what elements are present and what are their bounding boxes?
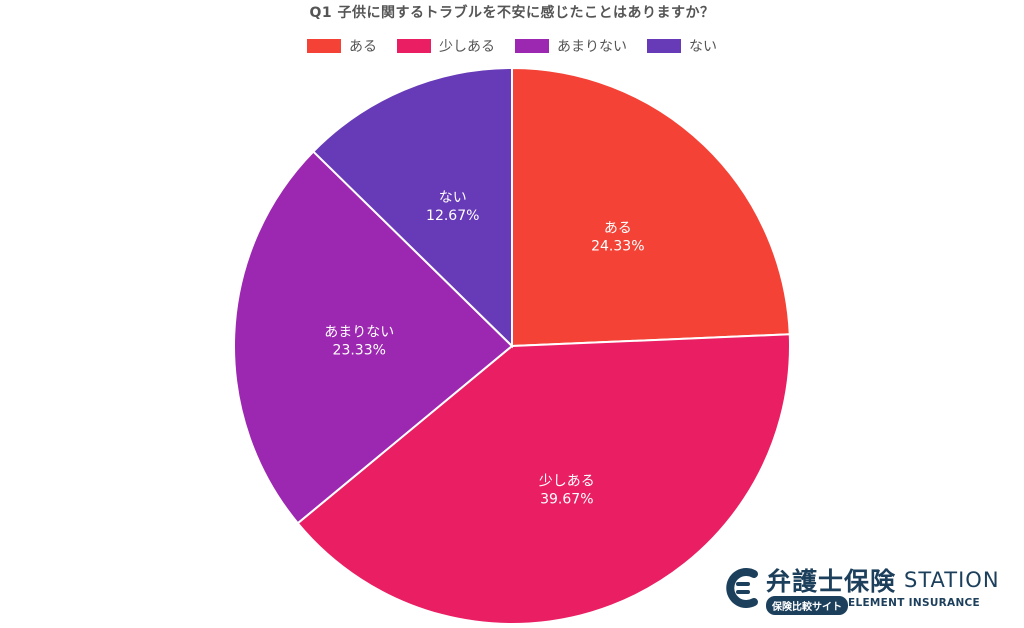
legend-label: ない (689, 39, 717, 55)
legend-item[interactable]: ない (647, 36, 717, 56)
brand-station: STATION (904, 568, 1000, 592)
slice-value-label: 24.33% (591, 239, 644, 255)
pie-slice[interactable] (233, 150, 514, 525)
brand-logo: 弁護士保険 STATION 保険比較サイト ELEMENT INSURANCE (724, 562, 1014, 616)
legend-item[interactable]: 少しある (397, 36, 495, 56)
slice-category-label: ある (604, 221, 632, 237)
brand-mark-icon (726, 568, 758, 608)
slice-value-label: 23.33% (333, 343, 386, 359)
legend-swatch (307, 39, 341, 53)
legend-item[interactable]: ある (307, 36, 377, 56)
pie-slice[interactable] (296, 333, 791, 625)
chart-title: Q1 子供に関するトラブルを不安に感じたことはありますか？ (309, 5, 715, 21)
legend-swatch (515, 39, 549, 53)
pie-slice-labels: ある 24.33% 少しある 39.67% あまりない 23.33% ない 12.67% (324, 190, 644, 508)
slice-value-label: 12.67% (426, 208, 479, 224)
slice-category-label: 少しある (539, 474, 595, 490)
pie-slice[interactable] (511, 66, 791, 348)
chart-legend: ある 少しある あまりない ない (0, 36, 1024, 56)
slice-category-label: ない (439, 190, 467, 206)
pie-slice[interactable] (311, 66, 513, 349)
pie-slices (233, 66, 791, 625)
legend-item[interactable]: あまりない (515, 36, 627, 56)
legend-swatch (647, 39, 681, 53)
legend-label: ある (349, 39, 377, 55)
legend-swatch (397, 39, 431, 53)
brand-name: 弁護士保険 (766, 567, 897, 596)
slice-value-label: 39.67% (540, 492, 593, 508)
legend-label: 少しある (439, 39, 495, 55)
slice-category-label: あまりない (324, 325, 394, 341)
brand-badge: 保険比較サイト (766, 596, 848, 615)
brand-tagline: ELEMENT INSURANCE (848, 597, 981, 609)
legend-label: あまりない (557, 39, 627, 55)
